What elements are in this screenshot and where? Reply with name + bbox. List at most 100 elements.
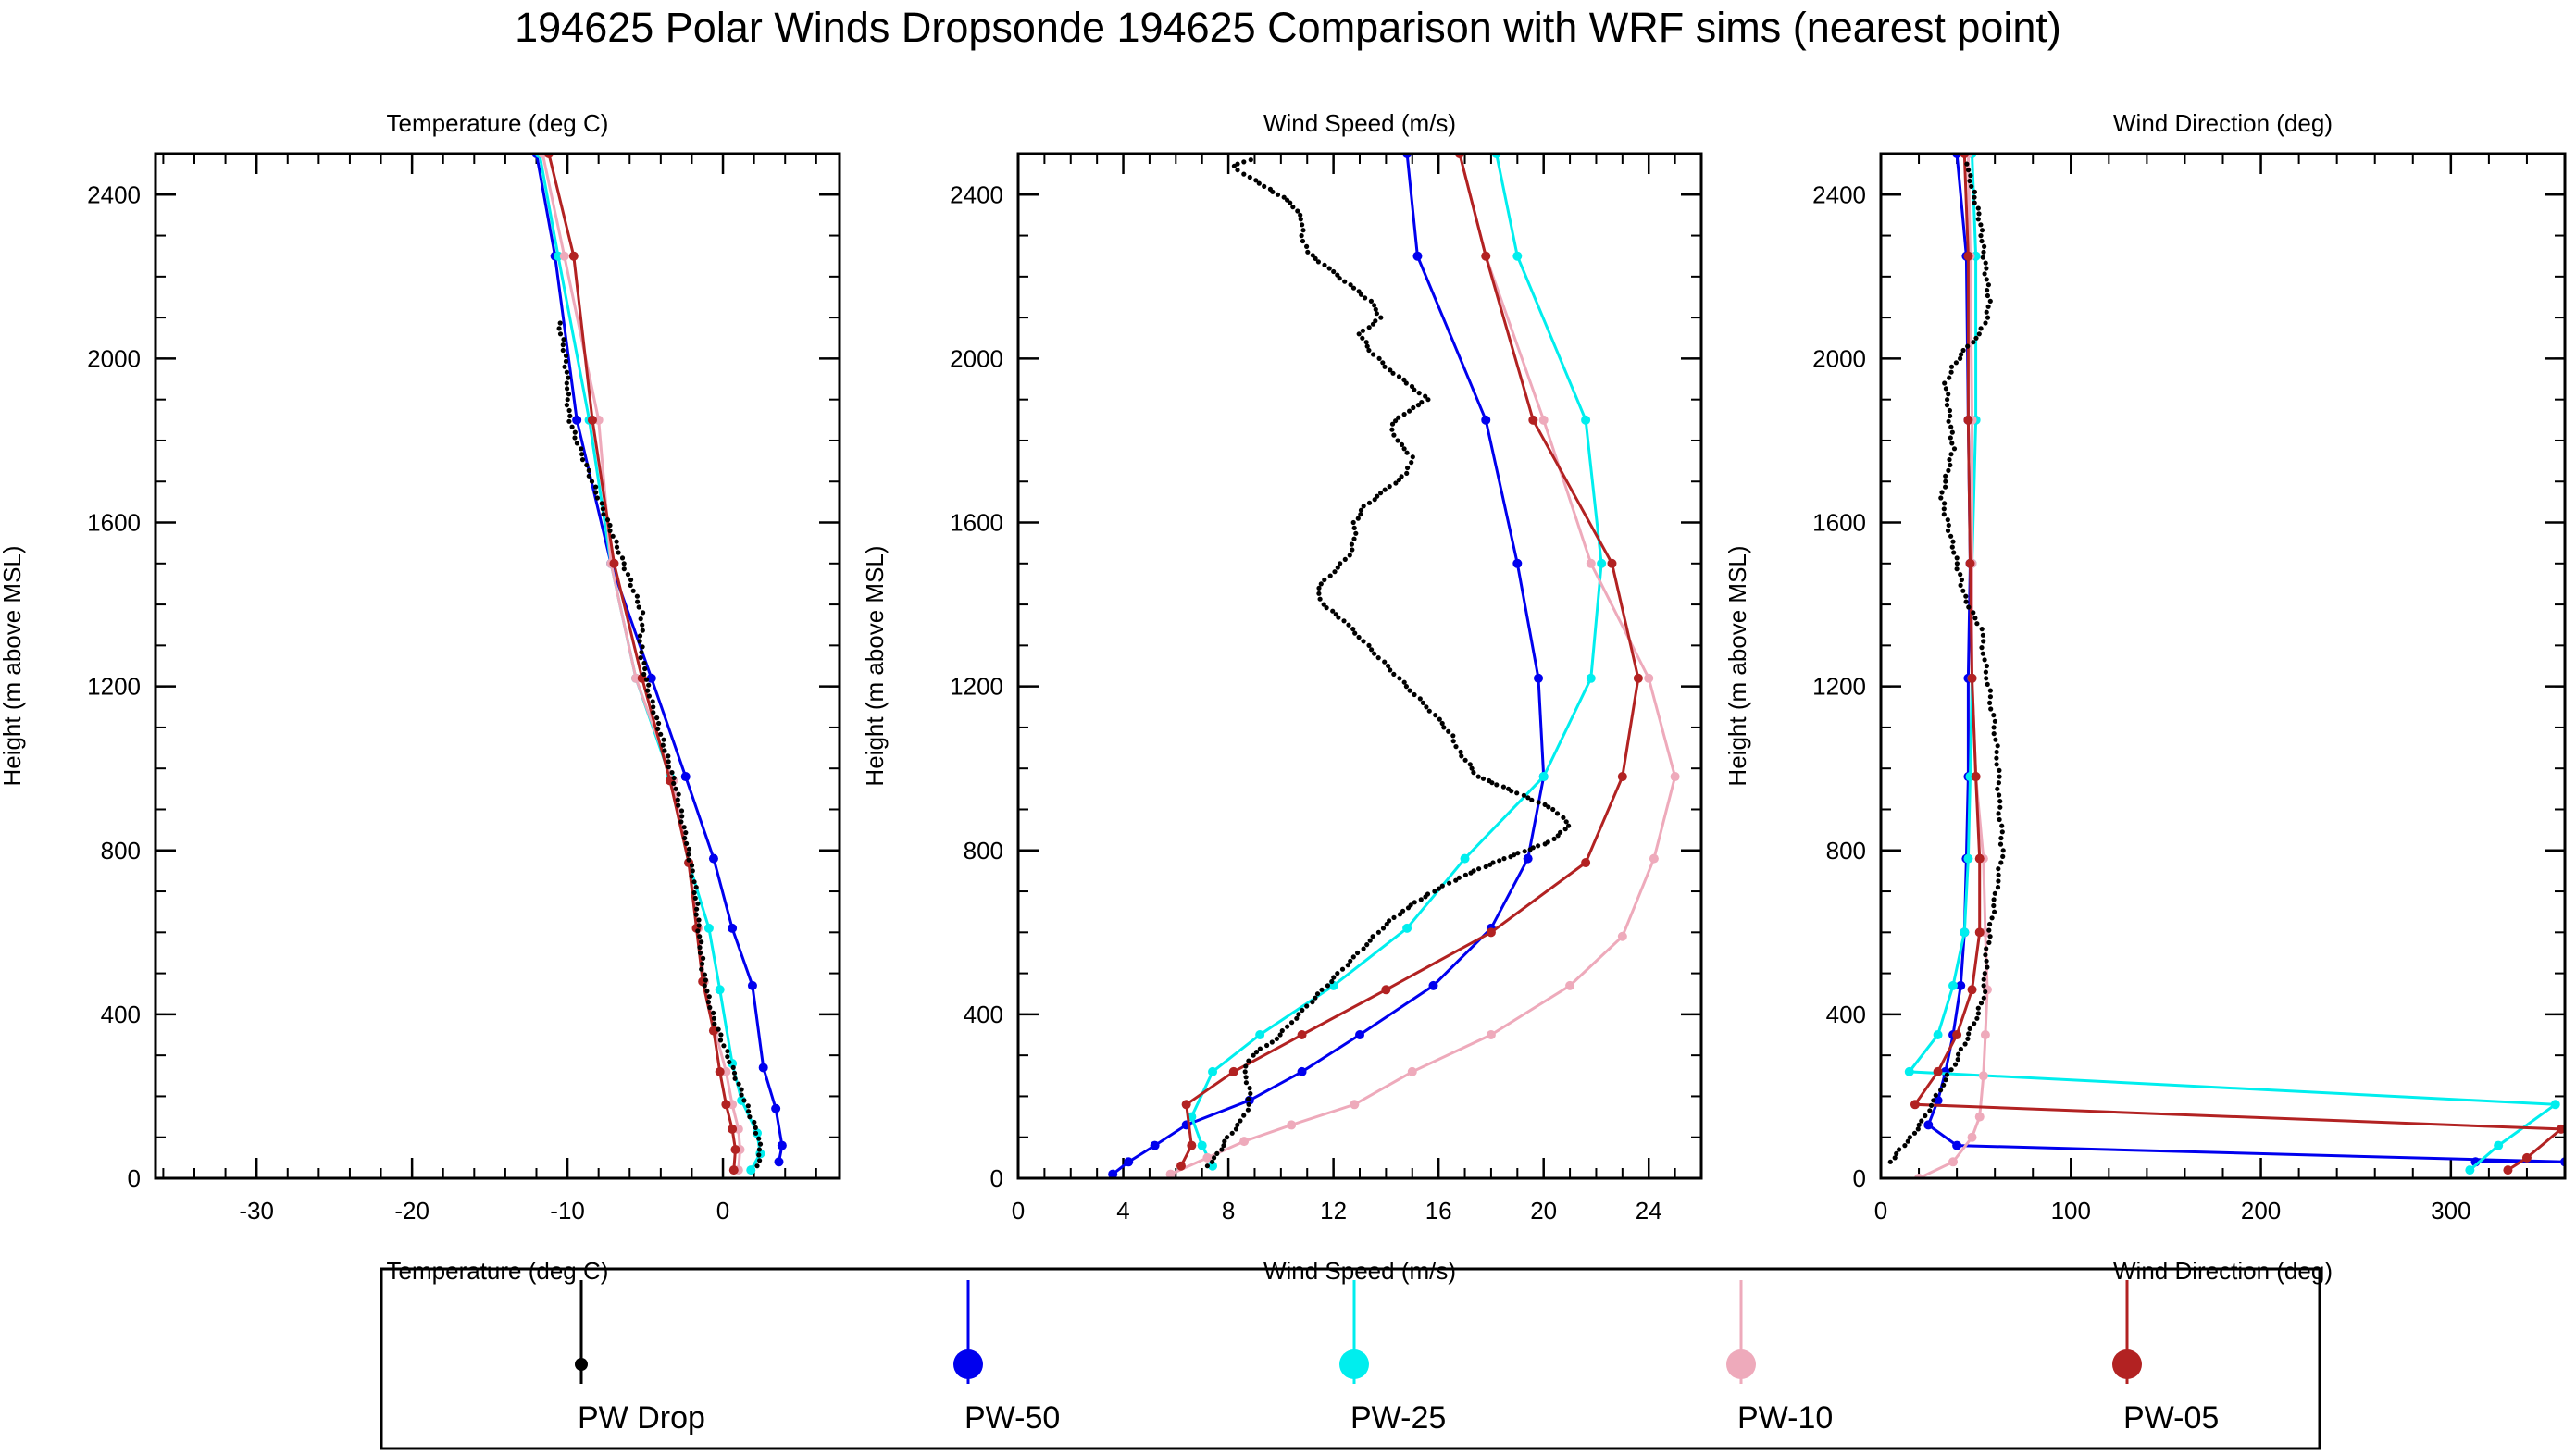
series-point — [1617, 931, 1627, 941]
drop-point — [669, 770, 675, 776]
drop-point — [1948, 424, 1954, 429]
drop-point — [1380, 360, 1386, 366]
drop-point — [1366, 642, 1372, 649]
drop-point — [1978, 326, 1984, 331]
drop-point — [1951, 446, 1958, 452]
drop-point — [2000, 853, 2006, 860]
drop-point — [1943, 473, 1948, 479]
drop-point — [654, 715, 660, 721]
drop-point — [1927, 1108, 1933, 1113]
series-point — [1481, 251, 1491, 261]
drop-point — [716, 1026, 721, 1032]
drop-point — [1437, 716, 1442, 722]
y-axis-label: Height (m above MSL) — [1724, 545, 1751, 786]
drop-point — [1450, 739, 1456, 744]
drop-point — [1522, 849, 1527, 854]
drop-point — [1351, 536, 1357, 541]
drop-point — [1941, 1082, 1947, 1088]
drop-point — [1976, 331, 1982, 337]
y-tick-label: 2000 — [950, 344, 1003, 372]
drop-point — [1350, 285, 1357, 291]
drop-point — [721, 1043, 727, 1049]
drop-point — [1275, 192, 1281, 197]
drop-point — [1979, 238, 1985, 244]
drop-point — [1373, 306, 1378, 312]
drop-point — [646, 682, 652, 688]
drop-point — [1458, 749, 1463, 755]
drop-point — [1333, 612, 1338, 617]
drop-point — [1372, 651, 1377, 656]
drop-point — [1966, 168, 1972, 173]
series-point — [1965, 558, 1975, 568]
drop-point — [1971, 610, 1976, 616]
series-point — [1649, 853, 1659, 864]
drop-point — [557, 320, 563, 326]
drop-point — [1992, 909, 1997, 914]
drop-point — [1480, 776, 1487, 781]
drop-point — [695, 901, 701, 906]
drop-point — [1368, 298, 1374, 304]
drop-point — [1530, 845, 1536, 851]
drop-point — [564, 403, 570, 408]
drop-point — [1388, 667, 1393, 673]
drop-point — [697, 950, 703, 956]
drop-point — [1247, 174, 1252, 180]
drop-point — [1342, 556, 1348, 563]
drop-point — [1946, 467, 1951, 473]
drop-point — [1356, 289, 1362, 294]
series-point — [1228, 1066, 1238, 1076]
drop-point — [640, 628, 645, 633]
series-point — [1208, 1066, 1218, 1076]
series-point — [728, 1165, 739, 1175]
drop-point — [1233, 1126, 1239, 1132]
drop-point — [640, 622, 645, 628]
drop-point — [1958, 572, 1963, 578]
drop-point — [1979, 627, 1985, 632]
drop-point — [1972, 616, 1978, 621]
series-pw-drop — [1887, 161, 2006, 1164]
drop-point — [1954, 555, 1960, 561]
drop-point — [1985, 292, 1990, 299]
drop-point — [1942, 501, 1948, 506]
drop-point — [1931, 1098, 1936, 1103]
drop-point — [1363, 295, 1368, 301]
series-point — [1534, 673, 1544, 683]
drop-point — [1947, 457, 1952, 463]
chart-panel-2: Wind Speed (m/s) Wind Speed (m/s) Height (… — [861, 109, 1703, 1285]
y-tick-label: 1600 — [1812, 509, 1866, 537]
drop-point — [1350, 627, 1356, 632]
drop-point — [1370, 934, 1375, 939]
legend-entry-pw-10: PW-10 — [1726, 1280, 1833, 1436]
drop-point — [562, 364, 567, 369]
drop-point — [1542, 802, 1548, 808]
drop-point — [1241, 171, 1247, 177]
drop-point — [557, 331, 564, 337]
drop-point — [643, 677, 650, 682]
drop-point — [1241, 159, 1247, 165]
drop-point — [1986, 927, 1992, 933]
series-point — [1287, 1120, 1297, 1130]
drop-point — [754, 1163, 760, 1169]
drop-point — [586, 467, 591, 473]
drop-point — [589, 479, 595, 484]
drop-point — [1998, 835, 2004, 841]
series-point — [1952, 1030, 1962, 1040]
drop-point — [678, 808, 685, 814]
drop-point — [593, 490, 599, 495]
series-point — [1923, 1120, 1934, 1130]
drop-point — [1321, 602, 1326, 607]
drop-point — [1447, 880, 1452, 886]
drop-point — [1243, 1080, 1249, 1086]
drop-point — [1350, 547, 1355, 553]
drop-point — [1356, 634, 1362, 640]
drop-point — [1397, 676, 1402, 681]
drop-point — [1375, 655, 1381, 661]
series-line — [1112, 154, 1546, 1175]
drop-point — [1950, 539, 1956, 544]
drop-point — [1331, 268, 1337, 275]
panel-title: Wind Direction (deg) — [2113, 109, 2333, 137]
drop-point — [1401, 377, 1407, 382]
drop-point — [1982, 971, 1987, 976]
drop-point — [1566, 823, 1572, 828]
x-tick-label: 300 — [2431, 1197, 2470, 1225]
